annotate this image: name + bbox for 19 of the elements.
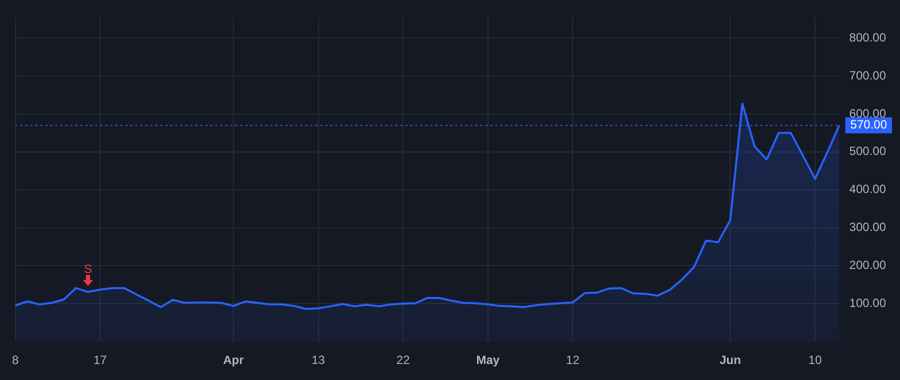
y-tick-label: 400.00	[849, 182, 886, 196]
x-tick-label: 13	[312, 353, 326, 368]
x-tick-label: Jun	[720, 353, 741, 368]
x-tick-label: 17	[93, 353, 108, 368]
y-tick-label: 100.00	[849, 296, 886, 310]
x-tick-label: 12	[566, 353, 580, 368]
x-tick-label: 8	[12, 353, 19, 368]
annotation: S	[84, 262, 92, 276]
y-tick-label: 200.00	[849, 258, 886, 272]
x-tick-label: 10	[808, 353, 822, 368]
x-tick-label: May	[476, 353, 500, 368]
x-tick-label: 22	[396, 353, 410, 368]
ref-line-label: 570.00	[850, 118, 888, 132]
y-tick-label: 600.00	[849, 106, 886, 120]
y-tick-label: 800.00	[849, 30, 886, 44]
y-tick-label: 700.00	[849, 68, 886, 82]
y-tick-label: 300.00	[849, 220, 886, 234]
x-tick-label: Apr	[223, 353, 244, 368]
y-tick-label: 500.00	[849, 144, 886, 158]
